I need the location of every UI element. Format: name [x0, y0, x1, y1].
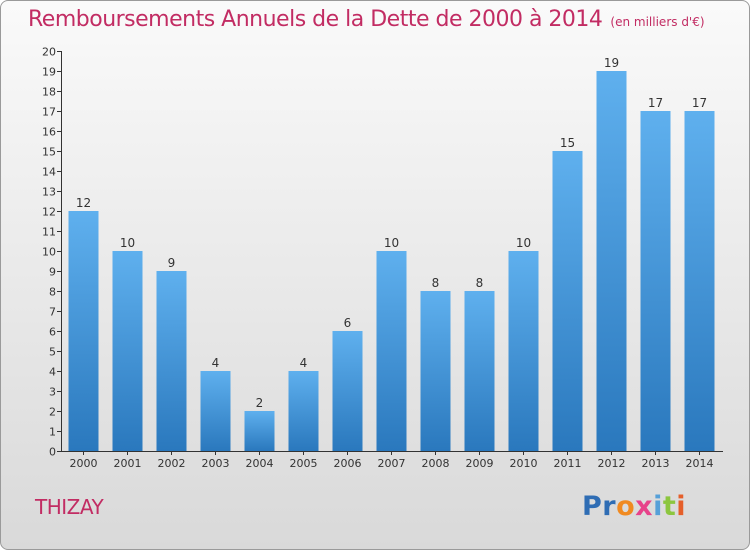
- y-tick-label: 7: [49, 306, 56, 319]
- x-tick-label: 2012: [598, 457, 626, 470]
- y-tick-label: 10: [42, 246, 56, 259]
- y-tick-label: 14: [42, 166, 56, 179]
- y-tick-label: 11: [42, 226, 56, 239]
- y-tick-label: 8: [49, 286, 56, 299]
- bar-value-label: 10: [384, 236, 399, 250]
- chart-title-text: Remboursements Annuels de la Dette de 20…: [28, 7, 603, 32]
- town-name: THIZAY: [35, 495, 104, 519]
- bar: [200, 371, 231, 451]
- y-tick-label: 9: [49, 266, 56, 279]
- bar: [596, 71, 627, 451]
- y-tick-label: 20: [42, 46, 56, 59]
- y-tick-label: 16: [42, 126, 56, 139]
- chart-unit: (en milliers d'€): [610, 15, 705, 29]
- y-tick-label: 19: [42, 66, 56, 79]
- bar: [552, 151, 583, 451]
- bar: [156, 271, 187, 451]
- bar: [420, 291, 451, 451]
- y-tick-label: 0: [49, 446, 56, 459]
- x-tick-label: 2013: [642, 457, 670, 470]
- y-tick-label: 1: [49, 426, 56, 439]
- x-tick-label: 2010: [510, 457, 538, 470]
- bar: [376, 251, 407, 451]
- bar-value-label: 10: [516, 236, 531, 250]
- y-tick-label: 13: [42, 186, 56, 199]
- bar: [112, 251, 143, 451]
- x-tick-label: 2011: [554, 457, 582, 470]
- logo-letter: x: [635, 491, 654, 522]
- bar-value-label: 6: [344, 316, 352, 330]
- x-tick-label: 2001: [114, 457, 142, 470]
- bars-group: 12 10 9 4 2 4 6 10 8 8 10 15 19 17 17: [68, 56, 715, 451]
- bar: [288, 371, 319, 451]
- bar: [244, 411, 275, 451]
- bar-value-label: 8: [476, 276, 484, 290]
- bar-value-label: 17: [692, 96, 707, 110]
- y-tick-label: 12: [42, 206, 56, 219]
- x-tick-label: 2005: [290, 457, 318, 470]
- y-tick-label: 17: [42, 106, 56, 119]
- bar: [508, 251, 539, 451]
- x-tick-label: 2004: [246, 457, 274, 470]
- bar-value-label: 15: [560, 136, 575, 150]
- x-axis-ticks: 2000 2001 2002 2003 2004 2005 2006 2007 2008 2009…: [70, 451, 714, 470]
- bar: [684, 111, 715, 451]
- bar-value-label: 10: [120, 236, 135, 250]
- logo-letter: o: [616, 491, 636, 522]
- logo-letter: t: [662, 491, 677, 522]
- bar-value-label: 12: [76, 196, 91, 210]
- bar-value-label: 2: [256, 396, 264, 410]
- bar: [464, 291, 495, 451]
- y-tick-label: 3: [49, 386, 56, 399]
- bar: [332, 331, 363, 451]
- bar-value-label: 9: [168, 256, 176, 270]
- bar-value-label: 17: [648, 96, 663, 110]
- x-tick-label: 2007: [378, 457, 406, 470]
- y-tick-label: 4: [49, 366, 56, 379]
- bar-value-label: 19: [604, 56, 619, 70]
- bar-value-label: 8: [432, 276, 440, 290]
- x-tick-label: 2014: [686, 457, 714, 470]
- logo-letter: Pr: [582, 491, 617, 522]
- bar-value-label: 4: [300, 356, 308, 370]
- logo-letter: i: [676, 491, 687, 522]
- x-tick-label: 2008: [422, 457, 450, 470]
- chart-title: Remboursements Annuels de la Dette de 20…: [28, 7, 705, 32]
- x-tick-label: 2009: [466, 457, 494, 470]
- bar-value-label: 4: [212, 356, 220, 370]
- y-tick-label: 18: [42, 86, 56, 99]
- y-tick-label: 6: [49, 326, 56, 339]
- bar: [68, 211, 99, 451]
- y-tick-label: 15: [42, 146, 56, 159]
- x-tick-label: 2000: [70, 457, 98, 470]
- logo-letter: i: [653, 491, 663, 522]
- x-tick-label: 2002: [158, 457, 186, 470]
- x-tick-label: 2006: [334, 457, 362, 470]
- bar: [640, 111, 671, 451]
- y-tick-label: 5: [49, 346, 56, 359]
- x-tick-label: 2003: [202, 457, 230, 470]
- proxiti-logo[interactable]: Proxiti: [582, 491, 686, 522]
- y-tick-label: 2: [49, 406, 56, 419]
